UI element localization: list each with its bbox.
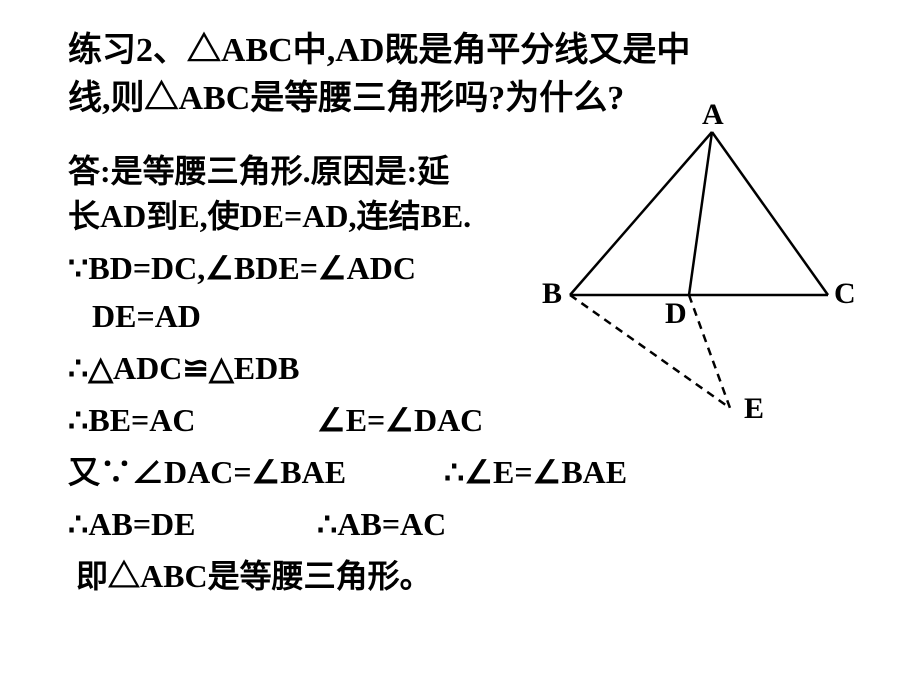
vertex-label-E: E	[744, 392, 764, 426]
segment-BE	[570, 295, 730, 408]
vertex-label-C: C	[834, 277, 856, 311]
segment-DE	[689, 295, 730, 408]
vertex-label-B: B	[542, 277, 562, 311]
proof-line-5a: 又∵∠DAC=∠BAE	[68, 451, 346, 494]
page: 练习2、△ABC中,AD既是角平分线又是中 线,则△ABC是等腰三角形吗?为什么…	[0, 0, 920, 690]
vertex-label-A: A	[702, 98, 724, 132]
proof-line-6b: ∴AB=AC	[317, 503, 446, 546]
answer-line-2: 长AD到E,使DE=AD,连结BE.	[68, 195, 471, 238]
geometry-figure: ABCDE	[560, 120, 860, 440]
proof-line-2: DE=AD	[68, 295, 201, 338]
proof-line-5b: ∴∠E=∠BAE	[444, 451, 627, 494]
answer-line-1: 答:是等腰三角形.原因是:延	[68, 150, 449, 193]
proof-line-1: ∵BD=DC,∠BDE=∠ADC	[68, 247, 416, 290]
proof-line-7: 即△ABC是等腰三角形。	[68, 555, 432, 598]
proof-line-6a: ∴AB=DE	[68, 503, 196, 546]
triangle-svg	[560, 120, 860, 440]
question-line-1: 练习2、△ABC中,AD既是角平分线又是中	[68, 28, 690, 74]
segment-AD	[689, 132, 712, 295]
proof-line-4b: ∠E=∠DAC	[317, 399, 483, 442]
edge-AC	[712, 132, 828, 295]
edge-AB	[570, 132, 712, 295]
vertex-label-D: D	[665, 297, 687, 331]
proof-line-3: ∴△ADC≌△EDB	[68, 347, 300, 390]
question-line-2: 线,则△ABC是等腰三角形吗?为什么?	[68, 76, 624, 122]
proof-line-4a: ∴BE=AC	[68, 399, 196, 442]
